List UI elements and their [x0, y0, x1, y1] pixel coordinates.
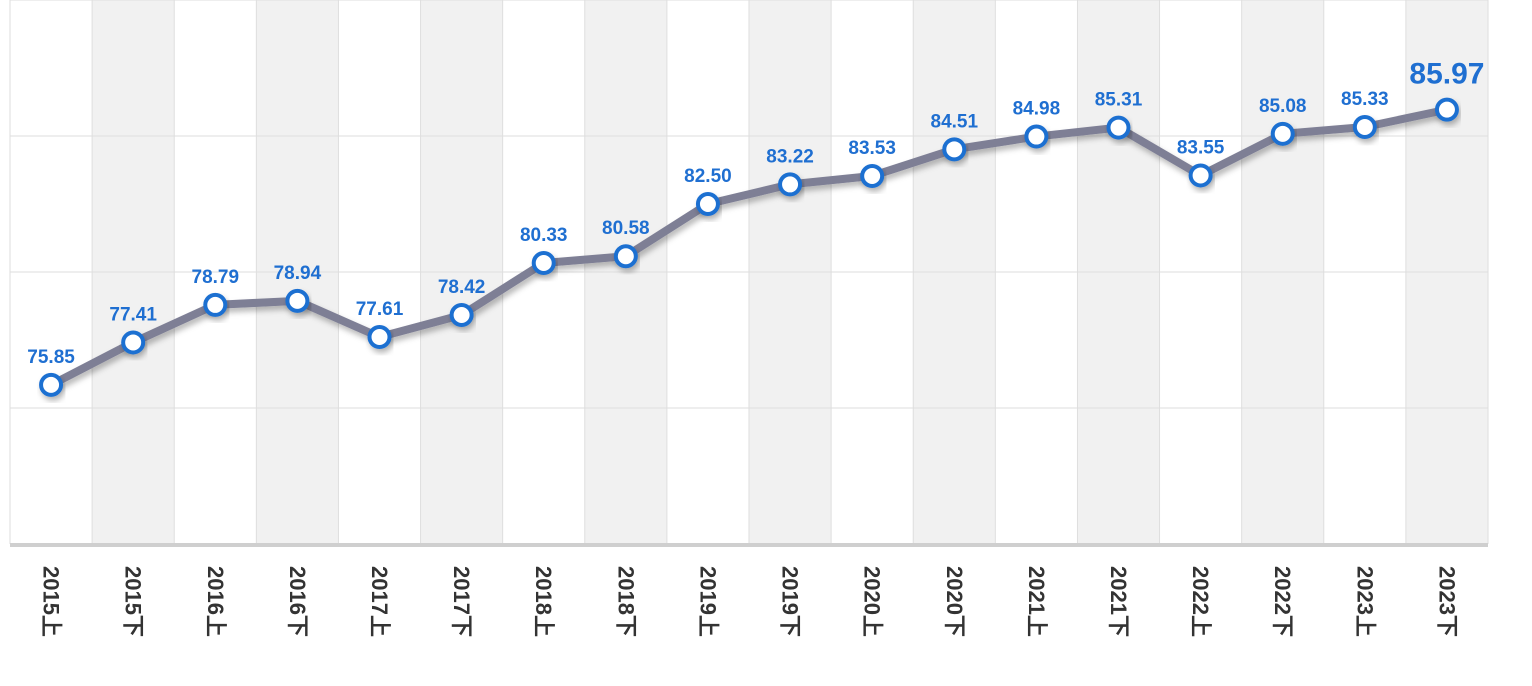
data-point-marker: [285, 288, 310, 313]
x-tick-label: 2022上: [1188, 566, 1213, 637]
x-tick-label: 2016上: [203, 566, 228, 637]
data-label: 80.33: [520, 225, 568, 246]
data-point-marker: [695, 192, 720, 216]
data-label: 83.22: [766, 146, 814, 167]
data-point-marker: [1106, 115, 1131, 140]
x-tick-label: 2023下: [1434, 566, 1459, 637]
data-label: 84.51: [931, 111, 979, 132]
data-point-marker: [1434, 97, 1459, 122]
data-point-marker: [203, 292, 228, 317]
data-point-marker: [449, 302, 474, 327]
data-label: 85.97: [1409, 58, 1484, 91]
data-label: 78.42: [438, 277, 486, 298]
series-line: [47, 105, 1451, 389]
data-label: 75.85: [27, 347, 75, 368]
x-tick-label: 2020下: [942, 566, 967, 637]
data-point-marker: [367, 325, 392, 350]
x-axis-line: [10, 543, 1488, 547]
x-tick-label: 2021下: [1106, 566, 1131, 637]
data-label: 85.08: [1259, 96, 1307, 117]
data-point-marker: [942, 137, 967, 162]
data-label: 83.55: [1177, 137, 1225, 158]
data-point-marker: [860, 163, 885, 188]
data-point-marker: [1352, 115, 1377, 140]
x-tick-label: 2020上: [860, 566, 885, 637]
x-tick-label: 2016下: [285, 566, 310, 637]
x-tick-label: 2015上: [39, 566, 64, 637]
data-label: 85.33: [1341, 89, 1389, 110]
x-tick-label: 2021上: [1024, 566, 1049, 637]
data-label: 80.58: [602, 218, 650, 239]
data-label: 82.50: [684, 166, 732, 187]
x-tick-label: 2019下: [778, 566, 803, 637]
x-tick-label: 2017下: [449, 566, 474, 637]
x-tick-label: 2019上: [695, 566, 720, 637]
data-label: 78.94: [274, 263, 322, 284]
data-label: 77.61: [356, 299, 404, 320]
data-point-marker: [1024, 124, 1049, 149]
x-tick-label: 2018上: [531, 566, 556, 637]
data-label: 78.79: [192, 267, 240, 288]
x-tick-label: 2023上: [1352, 566, 1377, 637]
data-point-marker: [1270, 121, 1295, 146]
data-point-marker: [613, 244, 638, 269]
data-point-marker: [39, 372, 64, 397]
x-tick-label: 2017上: [367, 566, 392, 637]
data-point-marker: [1188, 163, 1213, 188]
data-label: 85.31: [1095, 90, 1143, 111]
data-point-marker: [121, 330, 146, 355]
x-tick-label: 2022下: [1270, 566, 1295, 637]
x-tick-label: 2018下: [613, 566, 638, 637]
x-tick-label: 2015下: [121, 566, 146, 637]
data-point-marker: [778, 172, 803, 197]
data-label: 84.98: [1013, 99, 1061, 120]
data-point-marker: [531, 251, 556, 276]
data-label: 83.53: [848, 138, 896, 159]
data-label: 77.41: [109, 304, 157, 325]
